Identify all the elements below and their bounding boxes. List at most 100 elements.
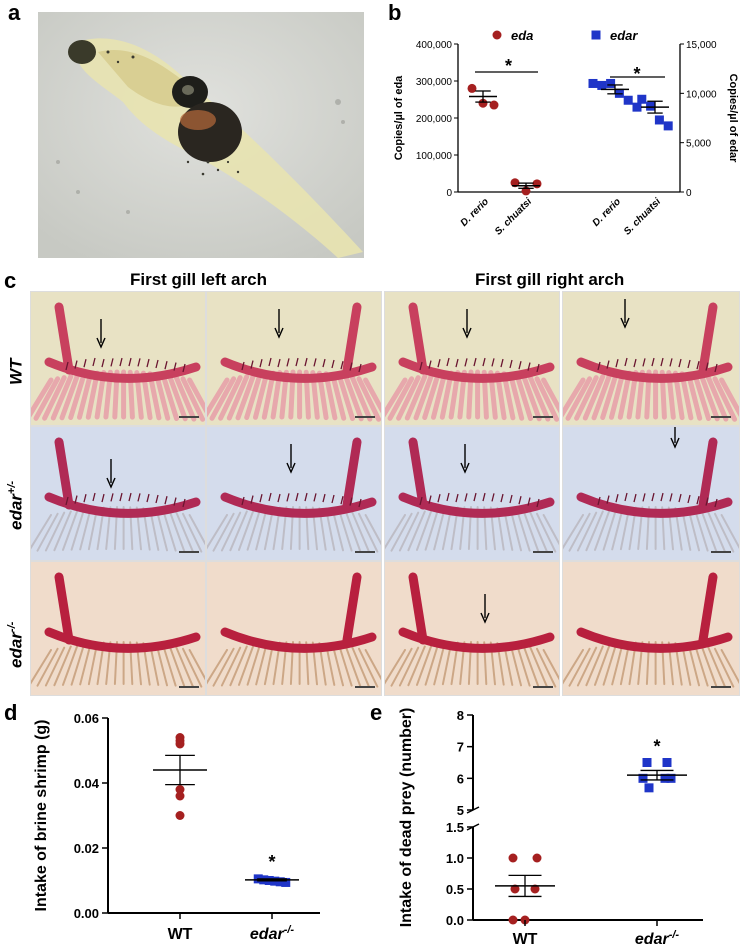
col-title-right: First gill right arch [475, 270, 625, 289]
d-sig-star: * [268, 852, 275, 872]
d-point-1 [281, 877, 291, 887]
e-x-label-edar-base: edar [635, 931, 670, 946]
b-point-edar [588, 78, 598, 88]
b-left-tick-label: 400,000 [416, 40, 453, 51]
d-y-tick-label: 0.06 [74, 711, 99, 726]
e-y-tick-label-lower: 0.5 [446, 882, 464, 897]
panel-label-d: d [4, 700, 18, 725]
e-y-tick-label-lower: 0.0 [446, 913, 464, 928]
b-point-edar [606, 78, 616, 88]
b-legend-eda-marker [492, 30, 502, 40]
b-left-tick-label: 300,000 [416, 77, 453, 88]
gill-arch-image [206, 561, 382, 696]
chart-d: 0.00 0.02 0.04 0.06 Intake of brine shrimp (… [33, 711, 320, 943]
gill-arch-image [30, 426, 206, 561]
e-point-wt [510, 884, 520, 894]
b-left-tick-label: 100,000 [416, 151, 453, 162]
panel-label-a: a [8, 0, 21, 25]
d-point-0 [175, 791, 185, 801]
d-point-1 [275, 877, 285, 887]
d-point-0 [175, 739, 185, 749]
e-y-tick-label-upper: 5 [457, 803, 464, 818]
b-point-edar [637, 94, 647, 104]
d-x-label-edar: edar-/- [250, 924, 295, 943]
d-y-tick-label: 0.04 [74, 776, 100, 791]
b-point-edar [663, 121, 673, 131]
e-point-wt [508, 853, 518, 863]
chart-e: 5 6 7 8 0.0 0.5 1.0 1.5 Intake of dead prey (num… [398, 708, 703, 946]
gill-arch-image [30, 291, 206, 426]
b-point-eda [478, 98, 488, 108]
e-y-tick-label-upper: 8 [457, 708, 464, 723]
b-point-eda [489, 100, 499, 110]
b-point-edar [597, 80, 607, 90]
b-sig-star-edar: * [633, 64, 640, 84]
e-x-label-edar: edar-/- [635, 929, 680, 946]
d-point-0 [175, 785, 185, 794]
gill-arch-image [206, 426, 382, 561]
e-point-wt [532, 853, 542, 863]
b-sig-star-eda: * [505, 56, 512, 76]
b-point-edar [654, 115, 664, 125]
b-category-label: D. rerio [459, 196, 492, 229]
e-point-edar [662, 758, 672, 767]
e-point-edar [666, 773, 676, 783]
d-y-tick-label: 0.02 [74, 841, 99, 856]
b-legend-edar-label: edar [610, 28, 638, 43]
gill-arch-image [562, 426, 740, 561]
b-right-tick-label: 5,000 [686, 139, 711, 150]
b-point-edar [632, 102, 642, 112]
e-y-tick-label-upper: 7 [457, 740, 464, 755]
b-ylabel-right: Copies/µl of edar [727, 74, 739, 164]
col-title-left: First gill left arch [130, 270, 267, 289]
e-point-edar [644, 783, 654, 793]
larva-photo [38, 12, 364, 258]
e-point-wt [508, 915, 518, 925]
d-y-tick-label: 0.00 [74, 906, 99, 921]
b-right-tick-label: 10,000 [686, 89, 717, 100]
b-point-eda [467, 83, 477, 93]
b-left-tick-label: 0 [446, 188, 452, 199]
panel-label-b: b [388, 0, 402, 25]
b-point-edar [646, 101, 656, 111]
b-point-eda [532, 179, 542, 189]
d-point-0 [175, 811, 185, 820]
gill-arch-image [562, 291, 740, 426]
e-sig-star: * [653, 737, 660, 757]
b-right-tick-label: 0 [686, 188, 692, 199]
row-label-het: edar+/- [6, 480, 26, 530]
gill-arch-image [30, 561, 206, 696]
b-category-label: S. chuatsi [622, 196, 663, 237]
d-x-label-edar-base: edar [250, 926, 285, 943]
row-label-hom: edar-/- [6, 621, 26, 668]
e-point-wt [530, 884, 540, 894]
panel-label-c: c [4, 268, 17, 293]
gill-arch-image [384, 426, 560, 561]
d-ylabel: Intake of brine shrimp (g) [33, 719, 50, 911]
row-label-wt: WT [6, 358, 26, 385]
b-left-tick-label: 200,000 [416, 114, 453, 125]
gill-arch-image [562, 561, 740, 696]
e-y-tick-label-lower: 1.0 [446, 851, 464, 866]
b-category-label: D. rerio [591, 196, 624, 229]
e-x-label-wt: WT [513, 931, 538, 946]
d-x-label-wt: WT [168, 926, 193, 943]
e-point-edar [660, 773, 670, 783]
b-point-edar [623, 95, 633, 105]
e-point-edar [642, 758, 652, 767]
b-category-label: S. chuatsi [493, 196, 534, 237]
panel-label-e: e [370, 700, 383, 725]
e-y-tick-label-upper: 6 [457, 771, 464, 786]
chart-b: 0 100,000 200,000 300,000 400,000 0 5,000 10,00… [393, 28, 739, 238]
e-x-label-edar-sup: -/- [669, 929, 680, 941]
gill-arch-image [206, 291, 382, 426]
b-legend-edar-marker [591, 30, 601, 40]
b-ylabel-left: Copies/µl of eda [393, 75, 405, 160]
d-x-label-edar-sup: -/- [284, 924, 295, 936]
e-y-tick-label-lower: 1.5 [446, 820, 464, 835]
b-right-tick-label: 15,000 [686, 40, 717, 51]
b-legend-eda-label: eda [511, 28, 533, 43]
gill-arch-image [384, 291, 560, 426]
e-ylabel: Intake of dead prey (number) [398, 708, 415, 928]
e-point-edar [638, 773, 648, 783]
